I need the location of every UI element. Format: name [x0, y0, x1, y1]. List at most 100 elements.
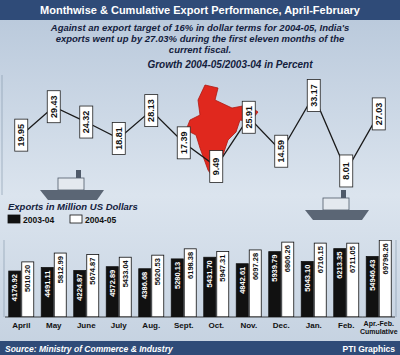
data-label-box: 9.49 — [210, 151, 223, 183]
data-label: 5433.04 — [121, 259, 130, 287]
y-axis-line — [396, 240, 397, 317]
bar — [9, 271, 21, 317]
label-box — [80, 106, 93, 138]
bar-title: Exports in Million US Dollars — [8, 201, 138, 212]
data-label: 5947.31 — [218, 255, 227, 282]
data-label-box: 24.32 — [80, 106, 93, 138]
label-box — [340, 155, 353, 187]
page: Monthwise & Cumulative Export Performanc… — [0, 0, 400, 355]
data-label: 4386.68 — [140, 272, 149, 299]
bar — [347, 243, 359, 317]
data-label-box: 33.17 — [307, 79, 320, 111]
data-label: 4572.89 — [108, 270, 117, 297]
bar — [217, 252, 229, 317]
data-label: 29.43 — [49, 95, 59, 118]
background — [0, 0, 400, 355]
data-label: 5010.20 — [23, 265, 32, 292]
data-label-box: 28.13 — [145, 95, 158, 127]
label-box — [112, 123, 125, 155]
bar — [379, 240, 391, 317]
ship-icon — [40, 170, 104, 200]
title: Monthwise & Cumulative Export Performanc… — [40, 4, 361, 16]
data-label-box: 27.03 — [372, 98, 385, 130]
data-label: 5812.99 — [56, 256, 65, 283]
data-label: 5280.13 — [173, 262, 182, 289]
data-label-box: 18.81 — [112, 123, 125, 155]
baseline — [5, 317, 363, 318]
category-label-line: Apr.-Feb. — [364, 320, 394, 328]
bar — [204, 257, 216, 317]
legend-swatch — [70, 215, 82, 223]
bar — [184, 249, 196, 317]
data-label: 6711.05 — [348, 246, 357, 273]
label-box — [15, 119, 28, 151]
category-label-line: Cumulative — [360, 328, 398, 335]
data-label: 6806.26 — [283, 245, 292, 272]
bar — [152, 255, 164, 317]
data-label-box: 29.43 — [47, 91, 60, 123]
bar — [249, 250, 261, 317]
category-label-line: Feb. — [338, 321, 354, 330]
legend-label: 2003-04 — [23, 215, 54, 225]
line-plot — [21, 95, 379, 170]
data-label: 28.13 — [146, 99, 156, 122]
category-label: May — [46, 321, 62, 330]
category-label: Aug. — [142, 321, 160, 330]
data-label-box: 19.95 — [15, 119, 28, 151]
bar — [334, 249, 346, 317]
data-label: 4842.61 — [238, 267, 247, 294]
bar — [74, 271, 86, 317]
india-map — [186, 85, 258, 182]
data-label: 4491.11 — [43, 271, 52, 298]
category-label-line: Jan. — [306, 321, 322, 330]
category-label-line: Aug. — [142, 321, 160, 330]
label-box — [210, 151, 223, 183]
growth-line — [21, 95, 379, 170]
data-label: 5620.53 — [153, 258, 162, 285]
category-label-line: June — [77, 321, 96, 330]
data-label: 5043.10 — [303, 265, 312, 292]
bar — [22, 262, 34, 317]
label-box — [372, 98, 385, 130]
y-axis-line — [2, 75, 3, 195]
label-box — [275, 135, 288, 167]
data-label: 4176.92 — [10, 274, 19, 301]
bar — [282, 242, 294, 317]
category-label: Dec. — [273, 321, 290, 330]
data-label: 54946.43 — [368, 260, 377, 291]
data-label: 5431.70 — [205, 260, 214, 287]
source: Source: Ministry of Commerce & Industry — [5, 344, 174, 354]
bar — [269, 252, 281, 317]
bar — [366, 257, 378, 317]
bar — [41, 268, 53, 317]
data-label-box: 14.59 — [275, 135, 288, 167]
y-axis-line — [4, 240, 5, 317]
data-label: 24.32 — [81, 111, 91, 134]
data-label: 19.95 — [16, 124, 26, 147]
data-label: 6097.28 — [251, 253, 260, 280]
data-label-box: 8.01 — [340, 155, 353, 187]
legend-swatch — [8, 215, 20, 223]
ship-funnel — [341, 190, 346, 198]
data-label: 5939.79 — [270, 255, 279, 282]
data-label: 5674.87 — [88, 258, 97, 285]
ship-hull — [305, 210, 369, 220]
ship-icon — [305, 190, 369, 220]
bar-plot — [366, 240, 391, 317]
category-label-line: Sept. — [174, 321, 194, 330]
data-label: 18.81 — [114, 127, 124, 150]
bar — [139, 269, 151, 317]
title-bar — [0, 0, 400, 20]
data-label: 6198.38 — [186, 252, 195, 279]
footer-bar — [0, 341, 400, 355]
category-label: Sept. — [174, 321, 194, 330]
ship-funnel — [76, 170, 81, 178]
category-label-line: July — [111, 321, 128, 330]
bar-plot — [9, 242, 359, 317]
baseline — [363, 317, 396, 318]
data-label: 33.17 — [309, 84, 319, 107]
category-label: Jan. — [306, 321, 322, 330]
data-label-box: 17.39 — [177, 127, 190, 159]
bar — [54, 253, 66, 317]
data-label: 6213.35 — [335, 252, 344, 279]
